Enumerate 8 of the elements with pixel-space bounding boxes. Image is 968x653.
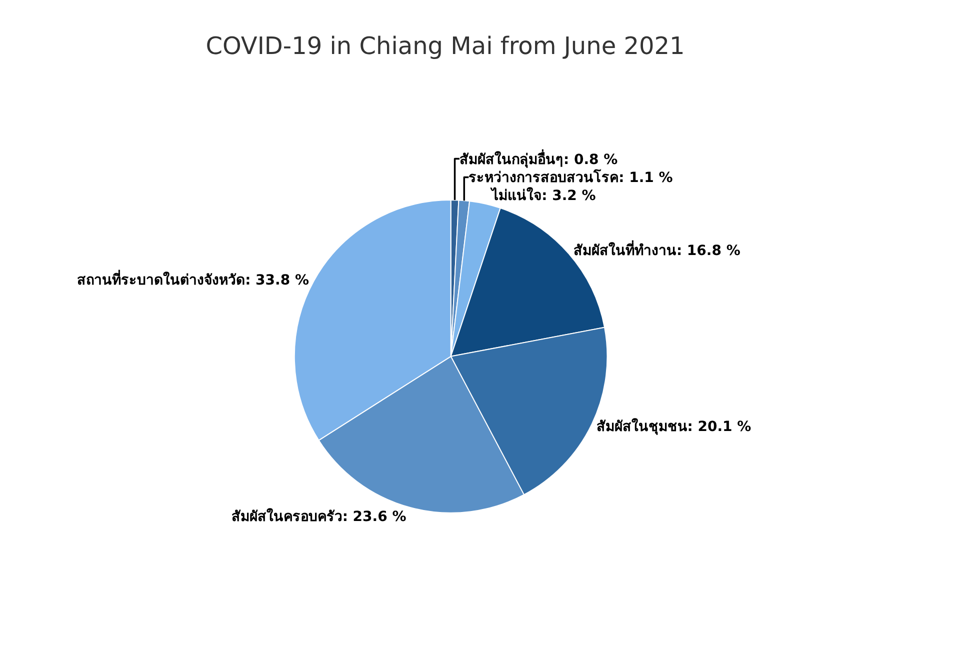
slice-label: สัมผัสในชุมชน: 20.1 % [596,416,752,435]
slice-label: ไม่แน่ใจ: 3.2 % [490,186,596,204]
slice-label: สัมผัสในที่ทำงาน: 16.8 % [573,240,740,259]
chart-title: COVID-19 in Chiang Mai from June 2021 [206,32,685,60]
slice-label: ระหว่างการสอบสวนโรค: 1.1 % [468,168,673,186]
slice-label: สัมผัสในครอบครัว: 23.6 % [231,507,406,526]
slice-label: สัมผัสในกลุ่มอื่นๆ: 0.8 % [460,149,618,168]
slice-label: สถานที่ระบาดในต่างจังหวัด: 33.8 % [77,269,309,288]
